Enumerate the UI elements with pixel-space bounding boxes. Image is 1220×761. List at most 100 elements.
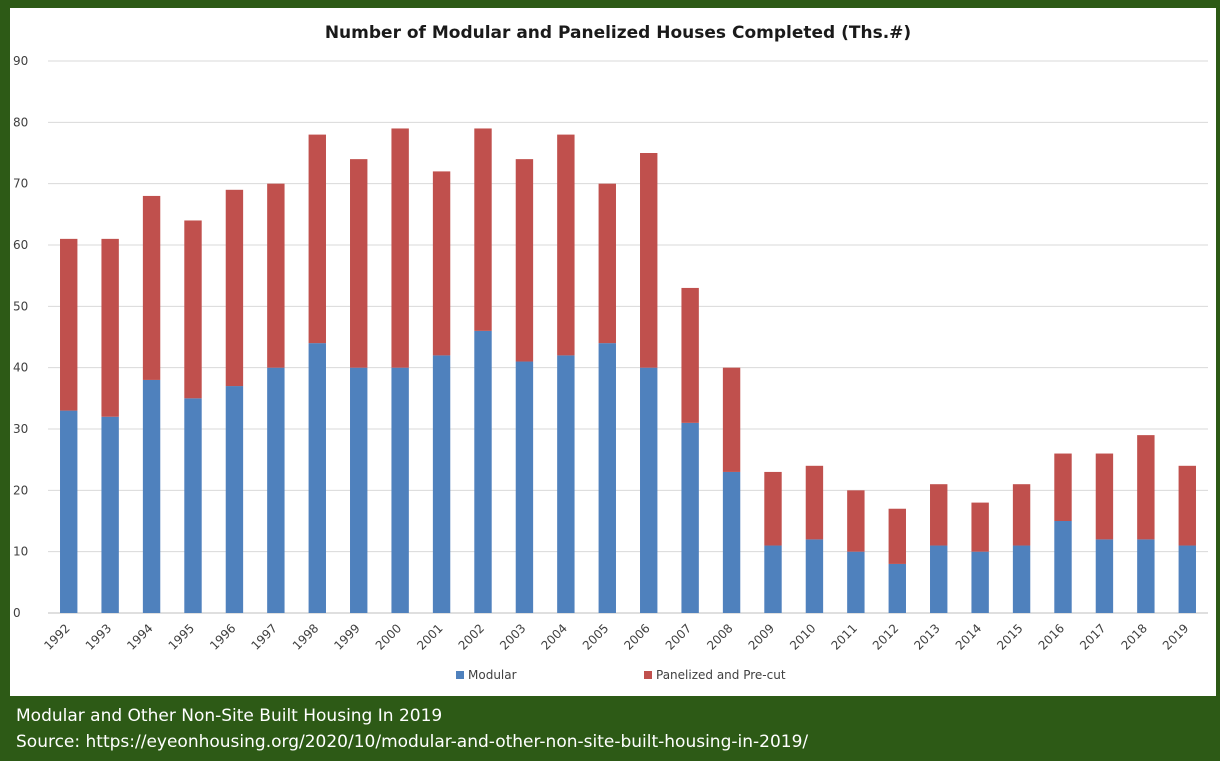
bar-panelized-2005: [598, 183, 616, 344]
x-tick-label: 2017: [1077, 621, 1108, 652]
bar-modular-2017: [1095, 539, 1114, 613]
bar-panelized-2015: [1012, 484, 1031, 546]
x-tick-label: 2009: [746, 621, 777, 652]
bar-modular-1994: [142, 379, 161, 613]
plot-panel: Number of Modular and Panelized Houses C…: [10, 8, 1216, 696]
x-tick-label: 2012: [870, 621, 901, 652]
legend-panelized: Panelized and Pre-cut: [644, 668, 786, 682]
bar-panelized-2010: [805, 465, 824, 540]
bar-panelized-1999: [350, 159, 368, 368]
caption: Modular and Other Non-Site Built Housing…: [16, 703, 808, 755]
x-tick-label: 2013: [911, 621, 942, 652]
x-tick-label: 2018: [1118, 621, 1149, 652]
bar-modular-2019: [1178, 545, 1196, 613]
x-tick-label: 2005: [580, 621, 611, 652]
bar-modular-1995: [184, 398, 202, 613]
bar-panelized-1994: [142, 195, 161, 380]
bar-panelized-1996: [225, 189, 244, 387]
x-tick-label: 2014: [953, 621, 984, 652]
x-tick-label: 1996: [207, 621, 238, 652]
bar-modular-1999: [350, 367, 368, 613]
bar-panelized-1992: [60, 238, 78, 411]
x-tick-label: 2010: [787, 621, 818, 652]
bar-modular-1998: [308, 343, 326, 613]
x-tick-label: 2015: [994, 621, 1025, 652]
x-tick-label: 2006: [621, 621, 652, 652]
x-tick-label: 2002: [456, 621, 487, 652]
bar-modular-2006: [640, 367, 658, 613]
bar-panelized-2008: [722, 367, 741, 472]
bar-panelized-2009: [764, 471, 782, 546]
bar-modular-2013: [930, 545, 948, 613]
bar-panelized-2016: [1054, 453, 1072, 521]
y-tick-label: 30: [13, 422, 28, 436]
x-tick-label: 1999: [331, 621, 362, 652]
bar-panelized-2000: [391, 128, 409, 368]
bar-modular-2002: [474, 330, 492, 613]
x-tick-label: 2019: [1160, 621, 1191, 652]
bar-panelized-2004: [557, 134, 575, 356]
x-tick-label: 2000: [373, 621, 404, 652]
bar-panelized-2002: [474, 128, 492, 331]
x-tick-label: 2004: [538, 621, 569, 652]
legend-panelized-swatch: [644, 671, 652, 679]
bar-modular-2012: [888, 563, 906, 613]
bar-modular-1993: [101, 416, 119, 613]
bar-modular-2000: [391, 367, 409, 613]
bar-modular-1996: [225, 386, 244, 613]
legend-modular-swatch: [456, 671, 464, 679]
x-tick-label: 1992: [41, 621, 72, 652]
legend-modular-label: Modular: [468, 668, 517, 682]
chart-title: Number of Modular and Panelized Houses C…: [325, 23, 911, 43]
bar-panelized-2012: [888, 508, 906, 564]
bars: [60, 128, 1196, 613]
y-tick-label: 0: [13, 606, 21, 620]
bar-panelized-2013: [930, 484, 948, 546]
bar-panelized-2017: [1095, 453, 1114, 540]
stacked-bar-chart: Number of Modular and Panelized Houses C…: [13, 23, 1208, 682]
x-tick-label: 2007: [663, 621, 694, 652]
x-tick-label: 2003: [497, 621, 528, 652]
x-tick-label: 2016: [1036, 621, 1067, 652]
y-tick-label: 40: [13, 361, 28, 375]
x-tick-label: 1993: [83, 621, 114, 652]
bar-modular-2009: [764, 545, 782, 613]
bar-panelized-2006: [640, 153, 658, 368]
x-tick-label: 2011: [828, 621, 859, 652]
x-tick-label: 1998: [290, 621, 321, 652]
y-tick-label: 80: [13, 115, 28, 129]
bar-modular-2003: [515, 361, 534, 613]
bar-modular-2011: [847, 551, 865, 613]
y-tick-label: 90: [13, 54, 28, 68]
bar-panelized-2007: [681, 287, 699, 423]
bar-modular-2015: [1012, 545, 1031, 613]
legend-panelized-label: Panelized and Pre-cut: [656, 668, 786, 682]
bar-modular-1992: [60, 410, 78, 613]
bar-panelized-2003: [515, 159, 534, 362]
bar-panelized-1998: [308, 134, 326, 344]
bar-panelized-2018: [1137, 435, 1155, 540]
y-axis-ticks: 0 10 20 30 40 50 60 70 80 90: [13, 54, 28, 620]
x-tick-label: 1997: [248, 621, 279, 652]
y-tick-label: 60: [13, 238, 28, 252]
bar-panelized-1997: [267, 183, 285, 368]
x-tick-label: 1994: [124, 621, 155, 652]
x-tick-label: 2008: [704, 621, 735, 652]
gridlines: [48, 60, 1208, 614]
bar-panelized-1995: [184, 220, 202, 399]
bar-modular-2010: [805, 539, 824, 613]
caption-source: Source: https://eyeonhousing.org/2020/10…: [16, 732, 809, 752]
x-axis-ticks: 1992 1993 1994 1995 1996 1997 1998 1999 2000 2001…: [41, 621, 1191, 652]
x-tick-label: 2001: [414, 621, 445, 652]
bar-modular-2005: [598, 343, 616, 613]
bar-panelized-2014: [971, 502, 989, 552]
bar-panelized-2011: [847, 490, 865, 552]
legend: Modular Panelized and Pre-cut: [456, 668, 786, 682]
y-tick-label: 20: [13, 483, 28, 497]
bar-modular-2016: [1054, 521, 1072, 613]
caption-title: Modular and Other Non-Site Built Housing…: [16, 706, 443, 726]
bar-modular-2004: [557, 355, 575, 613]
legend-modular: Modular: [456, 668, 517, 682]
y-tick-label: 50: [13, 299, 28, 313]
bar-modular-2001: [432, 355, 451, 613]
